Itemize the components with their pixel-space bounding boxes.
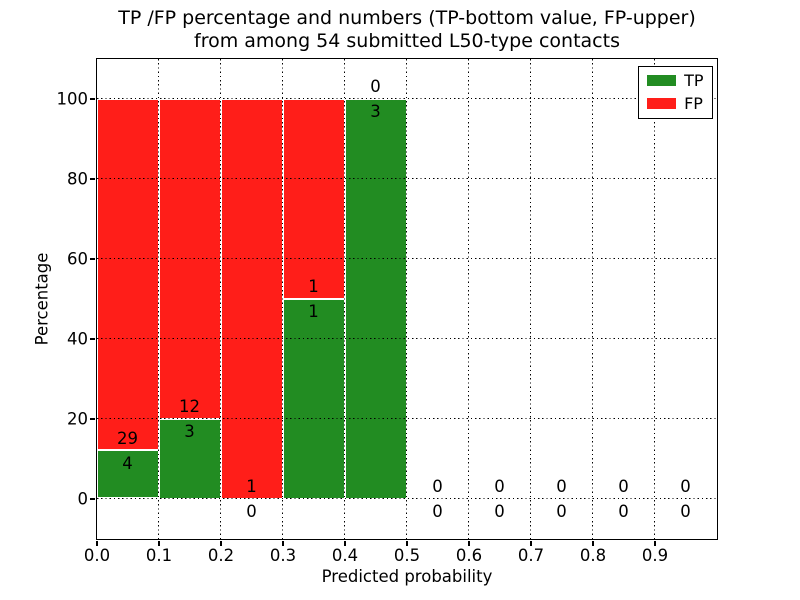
chart-title: TP /FP percentage and numbers (TP-bottom… [97,7,717,52]
bar-fp [282,98,345,299]
y-tick-label: 80 [67,169,88,189]
bar-tp [96,450,159,499]
bar-tp [282,298,345,499]
x-tick [220,540,222,546]
annotation-fp-count: 0 [494,477,505,496]
annotation-tp-count: 0 [494,502,505,521]
gridline-horizontal [96,178,717,179]
annotation-tp-count: 3 [370,102,381,121]
plot-area: TP FP 29 4 12 3 1 0 1 1 0 3 0 0 0 0 0 0 0 0 0 0 [95,57,718,540]
annotation-fp-count: 0 [370,77,381,96]
chart-title-line1: TP /FP percentage and numbers (TP-bottom… [118,7,696,29]
y-tick [90,178,95,180]
bar-fp [220,98,283,499]
x-axis-label: Predicted probability [321,567,493,586]
y-tick [90,418,95,420]
x-tick [592,540,594,546]
x-tick [282,540,284,546]
legend: TP FP [638,65,713,119]
x-tick-label: 0.4 [331,546,359,565]
bar-fp [96,98,159,451]
annotation-fp-count: 0 [556,477,567,496]
legend-swatch-tp-icon [647,75,677,86]
x-tick [654,540,656,546]
x-tick-label: 0.1 [145,546,173,565]
annotation-fp-count: 0 [618,477,629,496]
x-tick [468,540,470,546]
gridline-vertical [654,58,655,539]
gridline-horizontal [96,418,717,419]
annotation-tp-count: 4 [122,453,133,473]
chart-title-line2: from among 54 submitted L50-type contact… [194,29,620,52]
gridline-vertical [282,58,283,539]
x-tick-label: 0.9 [641,546,669,565]
annotation-fp-count: 1 [246,477,257,496]
x-tick-label: 0.5 [393,546,421,565]
annotation-fp-count: 29 [117,428,138,448]
y-tick [90,98,95,100]
gridline-horizontal [96,98,717,99]
legend-item-fp: FP [647,93,703,113]
x-tick-label: 0.6 [455,546,483,565]
gridline-vertical [158,58,159,539]
annotation-tp-count: 0 [246,502,257,521]
y-tick-label: 0 [77,489,89,509]
gridline-horizontal [96,498,717,499]
annotation-tp-count: 0 [618,502,629,521]
y-tick-label: 100 [56,89,89,109]
bar-tp [344,98,407,499]
gridline-vertical [406,58,407,539]
x-tick-label: 0.0 [83,546,111,565]
y-tick [90,498,95,500]
y-tick-label: 40 [67,329,88,349]
x-tick-label: 0.8 [579,546,607,565]
gridline-horizontal [96,338,717,339]
x-tick-label: 0.2 [207,546,235,565]
annotation-tp-count: 0 [556,502,567,521]
gridline-vertical [344,58,345,539]
annotation-tp-count: 0 [432,502,443,521]
legend-label-tp: TP [684,70,704,90]
annotation-tp-count: 0 [680,502,691,521]
annotation-fp-count: 12 [179,397,200,416]
bar-tp [158,418,221,499]
y-tick [90,338,95,340]
x-tick [158,540,160,546]
x-tick [406,540,408,546]
x-tick-label: 0.3 [269,546,297,565]
x-tick-label: 0.7 [517,546,545,565]
gridline-vertical [530,58,531,539]
gridline-horizontal [96,258,717,259]
y-tick-label: 60 [67,249,88,269]
legend-swatch-fp-icon [647,98,677,109]
annotation-tp-count: 1 [308,302,319,321]
gridline-vertical [592,58,593,539]
legend-label-fp: FP [684,93,703,113]
y-tick-label: 20 [67,409,88,429]
annotation-fp-count: 1 [308,277,319,296]
annotation-fp-count: 0 [432,477,443,496]
annotation-fp-count: 0 [680,477,691,496]
gridline-vertical [220,58,221,539]
x-tick [96,540,98,546]
x-tick [344,540,346,546]
annotation-tp-count: 3 [184,422,195,441]
x-tick [530,540,532,546]
legend-item-tp: TP [647,70,704,90]
y-tick [90,258,95,260]
gridline-vertical [468,58,469,539]
